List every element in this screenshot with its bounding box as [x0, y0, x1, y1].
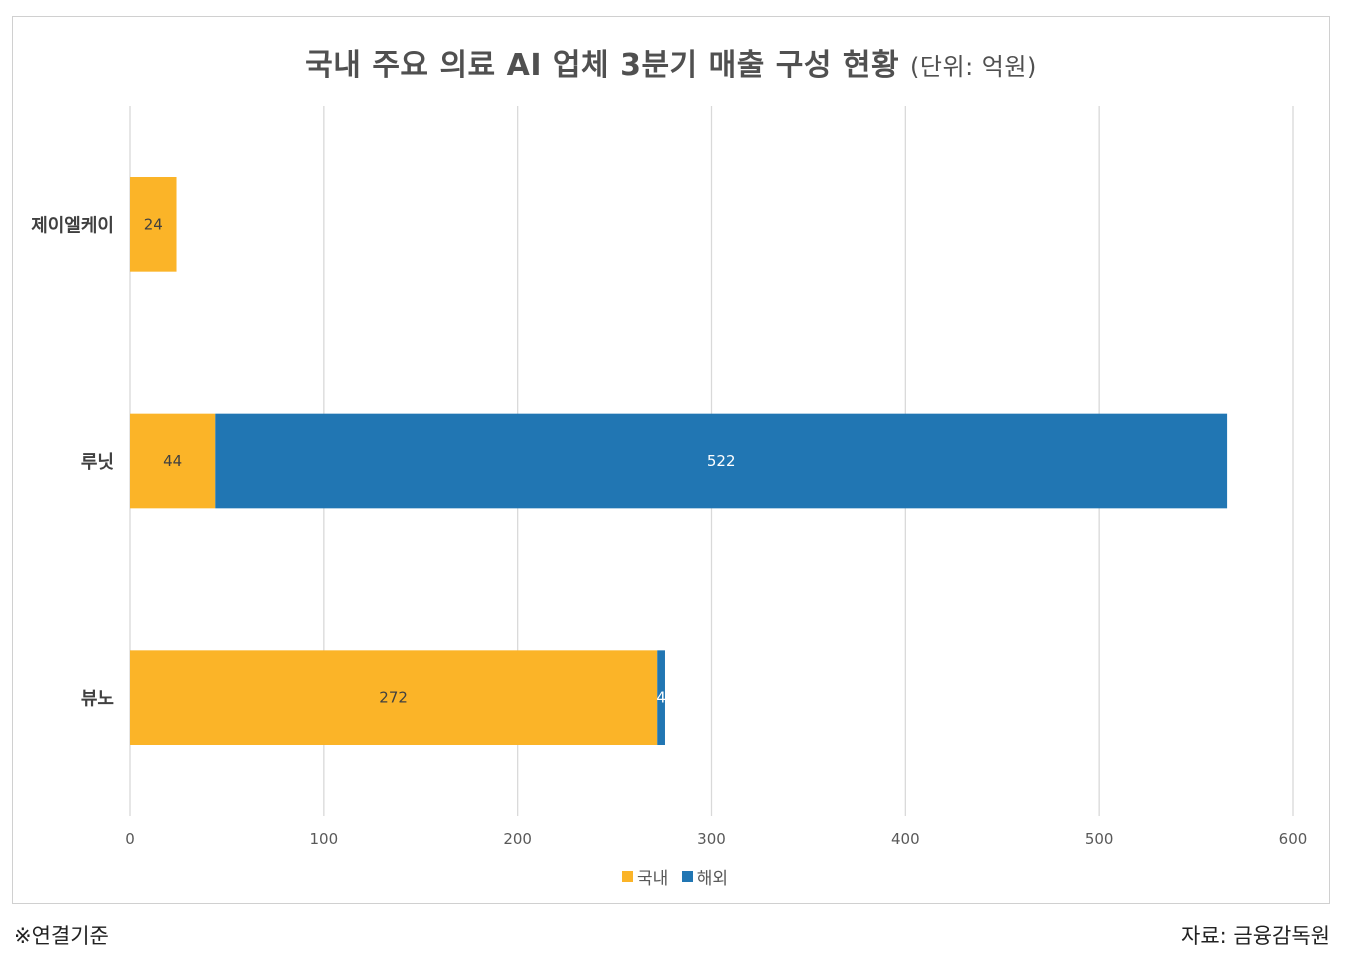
bar-overseas-1: [215, 413, 1228, 509]
category-label-1: 루닛: [81, 452, 114, 473]
chart-title: 국내 주요 의료 AI 업체 3분기 매출 구성 현황 (단위: 억원): [0, 40, 1342, 84]
x-tick-label-600: 600: [1279, 830, 1308, 848]
legend-label-domestic: 국내: [637, 869, 669, 889]
x-tick-label-100: 100: [310, 830, 339, 848]
footnote: ※연결기준: [14, 924, 109, 948]
x-tick-label-500: 500: [1085, 830, 1114, 848]
data-label-domestic-2: 272: [379, 689, 408, 707]
source-note: 자료: 금융감독원: [1181, 924, 1330, 948]
x-tick-label-200: 200: [503, 830, 532, 848]
title-text: 국내 주요 의료 AI 업체 3분기 매출 구성 현황: [305, 48, 900, 83]
x-tick-label-400: 400: [891, 830, 920, 848]
bar-domestic-1: [130, 413, 216, 509]
legend: 국내 해외: [0, 864, 1350, 889]
data-label-overseas-1: 522: [707, 452, 736, 470]
x-tick-label-300: 300: [697, 830, 726, 848]
legend-item-domestic: 국내: [622, 864, 668, 889]
legend-item-overseas: 해외: [681, 864, 728, 889]
data-label-overseas-2: 4: [656, 689, 666, 707]
legend-swatch-overseas: [681, 871, 693, 882]
category-label-2: 뷰노: [81, 689, 114, 710]
bar-domestic-2: [130, 650, 658, 745]
bar-domestic-0: [130, 177, 177, 272]
legend-label-overseas: 해외: [696, 869, 728, 889]
data-label-domestic-1: 44: [163, 452, 182, 470]
title-unit: (단위: 억원): [910, 53, 1037, 81]
bar-overseas-2: [657, 650, 665, 745]
legend-swatch-domestic: [622, 871, 634, 882]
x-tick-label-0: 0: [125, 830, 135, 848]
category-label-0: 제이엘케이: [31, 215, 114, 236]
data-label-domestic-0: 24: [144, 215, 163, 233]
